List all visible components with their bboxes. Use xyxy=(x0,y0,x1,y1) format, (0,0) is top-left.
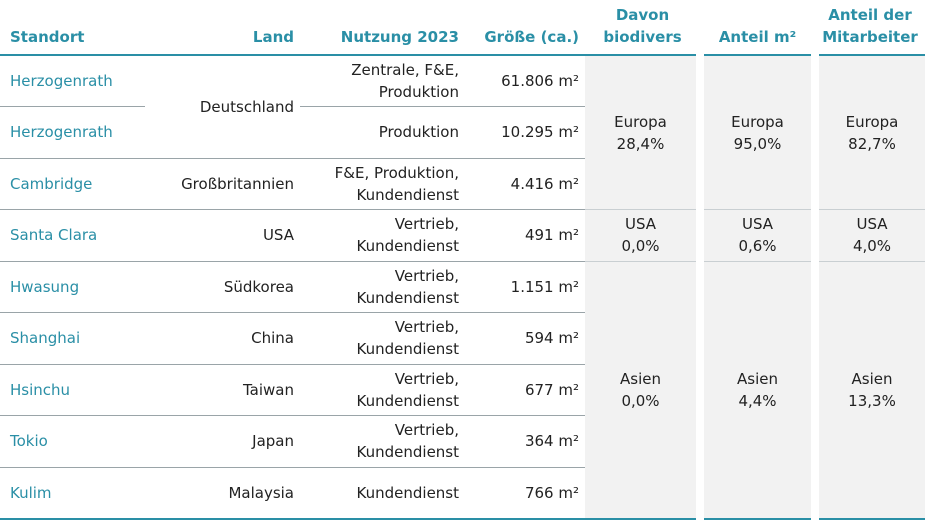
cell-nutzung-line1: Zentrale, F&E, xyxy=(351,61,459,79)
header-nutzung: Nutzung 2023 xyxy=(300,0,465,56)
table-row: Tokio Japan Vertrieb, Kundendienst 364 m² xyxy=(0,415,925,468)
region-usa-anteil-ma-value: 4,0% xyxy=(852,237,892,256)
cell-nutzung-line2: Kundendienst xyxy=(356,185,459,204)
cell-nutzung-line1: F&E, Produktion, xyxy=(334,163,459,182)
table-row: Herzogenrath Deutschland Zentrale, F&E, P… xyxy=(0,55,925,210)
region-asien-biodivers: Asien 0,0% xyxy=(585,261,700,520)
region-europa-label: Europa xyxy=(845,112,899,131)
header-standort: Standort xyxy=(0,0,145,56)
header-anteil-m2: Anteil m² xyxy=(700,0,815,56)
cell-standort: Tokio xyxy=(0,415,145,468)
region-asien-anteil-m2-value: 4,4% xyxy=(738,391,777,410)
cell-nutzung: Vertrieb, Kundendienst xyxy=(300,364,465,416)
cell-standort: Herzogenrath xyxy=(0,55,145,107)
cell-nutzung-line2: Kundendienst xyxy=(356,391,459,410)
cell-nutzung-line1: Vertrieb, xyxy=(394,266,459,285)
cell-nutzung-line1: Vertrieb, xyxy=(394,215,459,234)
cell-land: Taiwan xyxy=(145,364,300,416)
cell-land: USA xyxy=(145,209,300,262)
table-row: Hsinchu Taiwan Vertrieb, Kundendienst 677… xyxy=(0,364,925,416)
table-row: Kulim Malaysia Kundendienst 766 m² xyxy=(0,467,925,520)
header-anteil-line2: Mitarbeiter xyxy=(822,28,918,46)
cell-groesse: 594 m² xyxy=(465,312,585,365)
cell-standort: Santa Clara xyxy=(0,209,145,262)
cell-groesse: 364 m² xyxy=(465,415,585,468)
cell-nutzung-line2: Kundendienst xyxy=(356,443,459,462)
region-usa-biodivers: USA 0,0% xyxy=(585,209,700,262)
header-row: Standort Land Nutzung 2023 Größe (ca.) D… xyxy=(0,0,925,56)
cell-nutzung-line2: Kundendienst xyxy=(356,340,459,359)
region-europa-anteil-m2-value: 95,0% xyxy=(733,134,782,153)
cell-standort: Kulim xyxy=(0,467,145,520)
cell-groesse: 4.416 m² xyxy=(465,158,585,210)
region-europa-label: Europa xyxy=(731,112,784,131)
table-row: Herzogenrath Produktion 10.295 m² xyxy=(0,106,925,159)
cell-nutzung-line2: Produktion xyxy=(378,83,459,101)
header-groesse: Größe (ca.) xyxy=(465,0,585,56)
region-europa-biodivers: Europa 28,4% xyxy=(585,55,700,210)
region-usa-anteil-m2: USA 0,6% xyxy=(696,209,815,262)
cell-groesse: 766 m² xyxy=(465,467,585,520)
cell-standort: Hsinchu xyxy=(0,364,145,416)
cell-standort: Hwasung xyxy=(0,261,145,313)
cell-groesse: 10.295 m² xyxy=(465,106,585,159)
cell-standort: Shanghai xyxy=(0,312,145,365)
cell-land: Großbritannien xyxy=(145,158,300,210)
cell-groesse: 677 m² xyxy=(465,364,585,416)
region-europa-anteil-ma-value: 82,7% xyxy=(848,134,896,153)
cell-nutzung-line1: Vertrieb, xyxy=(394,421,459,440)
cell-groesse: 491 m² xyxy=(465,209,585,262)
table-row: Cambridge Großbritannien F&E, Produktion… xyxy=(0,158,925,210)
region-europa-anteil-mitarbeiter: Europa 82,7% xyxy=(811,55,925,210)
cell-nutzung: Kundendienst xyxy=(300,467,465,520)
header-anteil-line1: Anteil der xyxy=(828,6,912,24)
cell-groesse: 61.806 m² xyxy=(465,55,585,107)
cell-land: Japan xyxy=(145,415,300,468)
region-asien-label: Asien xyxy=(620,369,661,388)
cell-nutzung-line2: Kundendienst xyxy=(356,237,459,256)
cell-land: China xyxy=(145,312,300,365)
region-asien-biodivers-value: 0,0% xyxy=(621,391,660,410)
region-europa-anteil-m2: Europa 95,0% xyxy=(696,55,815,210)
region-usa-anteil-m2-value: 0,6% xyxy=(738,237,777,256)
region-usa-label: USA xyxy=(856,215,888,234)
header-biodivers: Davon biodivers xyxy=(585,0,700,56)
region-asien-anteil-m2: Asien 4,4% xyxy=(696,261,815,520)
header-land: Land xyxy=(145,0,300,56)
cell-nutzung: Vertrieb, Kundendienst xyxy=(300,415,465,468)
cell-nutzung: F&E, Produktion, Kundendienst xyxy=(300,158,465,210)
region-asien-label: Asien xyxy=(851,369,893,388)
cell-nutzung-line1: Vertrieb, xyxy=(394,318,459,337)
header-biodivers-line1: Davon xyxy=(615,6,670,24)
region-europa-label: Europa xyxy=(614,112,667,131)
region-asien-anteil-mitarbeiter: Asien 13,3% xyxy=(811,261,925,520)
cell-groesse: 1.151 m² xyxy=(465,261,585,313)
cell-standort: Herzogenrath xyxy=(0,106,145,159)
cell-standort: Cambridge xyxy=(0,158,145,210)
cell-land: Malaysia xyxy=(145,467,300,520)
region-europa-biodivers-value: 28,4% xyxy=(616,134,665,153)
cell-nutzung-line1: Vertrieb, xyxy=(394,369,459,388)
table-row: Hwasung Südkorea Vertrieb, Kundendienst 1… xyxy=(0,261,925,520)
cell-nutzung: Zentrale, F&E, Produktion xyxy=(300,55,465,107)
cell-land: Deutschland xyxy=(145,55,300,159)
cell-nutzung: Vertrieb, Kundendienst xyxy=(300,261,465,313)
region-usa-label: USA xyxy=(741,215,774,234)
region-asien-anteil-ma-value: 13,3% xyxy=(848,391,896,410)
cell-nutzung: Vertrieb, Kundendienst xyxy=(300,312,465,365)
cell-nutzung-line2: Kundendienst xyxy=(356,288,459,307)
header-anteil-mitarbeiter: Anteil der Mitarbeiter xyxy=(815,0,925,56)
region-usa-biodivers-value: 0,0% xyxy=(621,237,660,256)
cell-land: Südkorea xyxy=(145,261,300,313)
header-biodivers-line2: biodivers xyxy=(603,28,682,46)
region-usa-label: USA xyxy=(624,215,657,234)
table-row: Santa Clara USA Vertrieb, Kundendienst 49… xyxy=(0,209,925,262)
table-row: Shanghai China Vertrieb, Kundendienst 594… xyxy=(0,312,925,365)
region-asien-label: Asien xyxy=(737,369,778,388)
region-usa-anteil-mitarbeiter: USA 4,0% xyxy=(811,209,925,262)
cell-nutzung: Produktion xyxy=(300,106,465,159)
cell-nutzung: Vertrieb, Kundendienst xyxy=(300,209,465,262)
